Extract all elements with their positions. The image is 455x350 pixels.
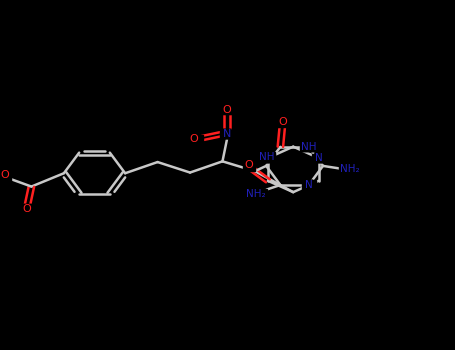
- Text: O: O: [23, 204, 31, 214]
- Text: NH₂: NH₂: [340, 164, 360, 174]
- Text: O: O: [0, 170, 9, 180]
- Text: NH₂: NH₂: [246, 189, 265, 199]
- Bar: [312, 154, 325, 162]
- Bar: [20, 204, 33, 211]
- Text: O: O: [244, 160, 253, 170]
- Text: NH: NH: [259, 152, 274, 162]
- Text: N: N: [305, 180, 313, 190]
- Text: N: N: [223, 129, 231, 139]
- Text: N: N: [315, 153, 323, 163]
- Bar: [243, 163, 255, 170]
- Bar: [300, 142, 318, 151]
- Bar: [302, 181, 316, 190]
- Bar: [339, 164, 361, 173]
- Bar: [221, 106, 233, 114]
- Text: NH: NH: [301, 142, 317, 152]
- Bar: [244, 189, 267, 198]
- Bar: [190, 135, 202, 143]
- Bar: [257, 152, 275, 161]
- Bar: [220, 130, 234, 138]
- Text: N: N: [264, 153, 272, 163]
- Text: O: O: [222, 105, 231, 114]
- Bar: [276, 119, 289, 127]
- Text: O: O: [190, 134, 198, 144]
- Bar: [0, 173, 10, 181]
- Bar: [261, 154, 275, 162]
- Text: O: O: [278, 117, 287, 127]
